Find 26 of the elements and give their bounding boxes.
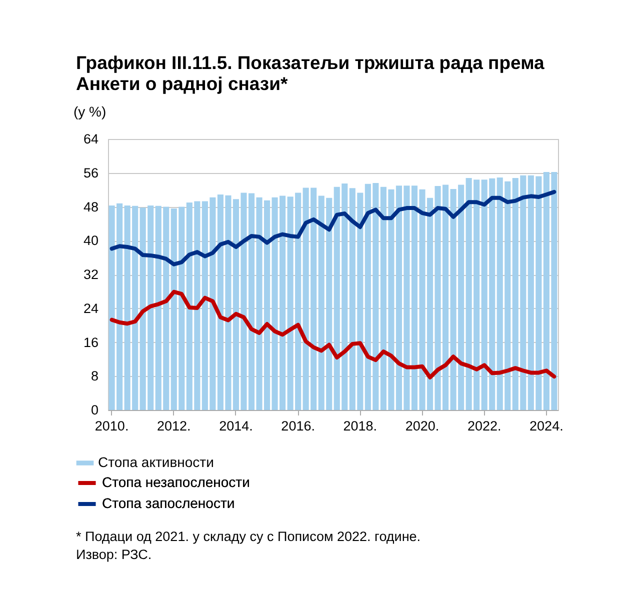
y-tick-label: 32: [83, 267, 98, 282]
y-axis-title: (у %): [74, 104, 106, 120]
y-tick-label: 24: [83, 300, 99, 316]
line-series: [110, 190, 556, 266]
x-tick-label: 2022.: [467, 418, 502, 434]
x-tick-label: 2016.: [281, 418, 315, 434]
y-tick-label: 56: [83, 165, 98, 180]
y-tick-label: 48: [83, 199, 98, 214]
y-tick-label: 16: [83, 334, 98, 350]
chart-title: Графикон III.11.5. Показатељи тржишта рада према Анкети о радној снази*: [76, 52, 546, 94]
legend-label: Стопа незапослености: [102, 474, 250, 490]
legend-label: Стопа запослености: [102, 495, 235, 511]
y-tick-label: 40: [83, 233, 98, 248]
x-tick-label: 2020.: [405, 418, 440, 434]
line-series: [110, 290, 556, 380]
x-tick-label: 2014.: [219, 418, 253, 434]
x-tick-label: 2024.: [530, 418, 564, 434]
x-tick-label: 2012.: [156, 418, 191, 434]
text: * Подаци од 2021. у складу су с Пописом 2022. године.: [76, 528, 421, 546]
x-tick-label: 2010.: [94, 418, 129, 434]
y-tick-label: 64: [83, 132, 99, 146]
text: Извор: РЗС.: [76, 546, 153, 564]
legend-label: Стопа активности: [98, 454, 214, 470]
y-tick-label: 0: [90, 402, 98, 418]
y-tick-label: 8: [90, 368, 98, 384]
x-tick-label: 2018.: [343, 418, 378, 434]
